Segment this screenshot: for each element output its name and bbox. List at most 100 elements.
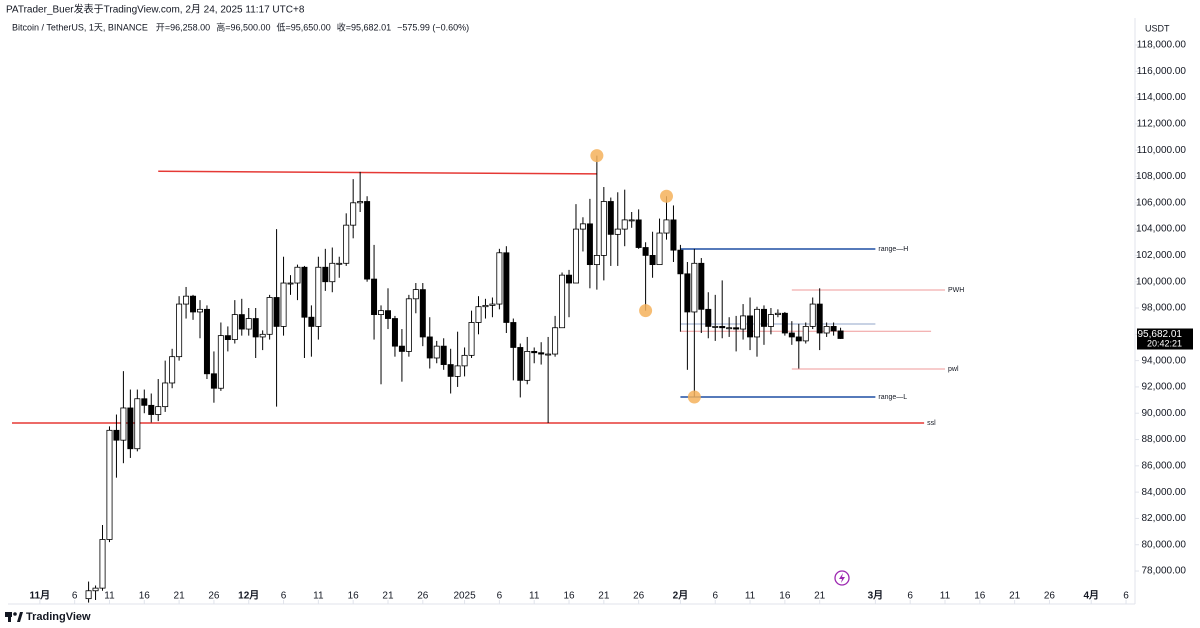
candle-body [231,314,238,340]
countdown: 20:42:21 [1147,338,1182,348]
candle-body [391,318,398,347]
candle-body [120,407,127,441]
candle-body [252,318,259,338]
candle-body [475,306,482,323]
candle-body [127,407,134,450]
candle-body [106,429,113,540]
candle-body [830,326,837,332]
x-tick-label: 16 [139,591,151,602]
candle-body [809,303,816,327]
ohlc-value: 收=95,682.01 [337,21,391,32]
candle-body [719,326,726,329]
candle-body [600,201,607,256]
x-tick-label: 11 [104,591,115,602]
x-tick-label: 6 [497,591,503,602]
y-tick-label: 118,000.00 [1137,40,1187,51]
candle-body [503,252,510,323]
logo-mark [8,612,11,622]
candle-body [593,255,600,266]
candle-body [531,351,538,354]
candle-body [802,326,809,342]
candle-body [169,356,176,384]
x-tick-label: 11 [313,591,324,602]
x-tick-label: 21 [1009,591,1021,602]
candle-body [795,336,802,342]
x-tick-label: 4月 [1083,590,1099,602]
y-tick-label: 86,000.00 [1142,460,1187,471]
logo [5,612,23,622]
candle-body [614,228,621,235]
y-tick-label: 92,000.00 [1142,382,1187,393]
candle-body [712,326,719,328]
candle-body [203,308,210,375]
candle-body [566,274,573,284]
candle-body [280,282,287,327]
candle-body [155,406,162,415]
candle-body [454,365,461,377]
alert-icon[interactable] [834,570,850,586]
y-tick-label: 106,000.00 [1136,197,1186,208]
y-tick-label: 102,000.00 [1136,250,1186,261]
x-tick-label: 21 [814,591,826,602]
candle-body [586,223,593,266]
publisher: PATrader_Buer发表于TradingView.com, 2月 24, … [6,3,305,16]
x-tick-label: 16 [779,591,791,602]
highlight-marker [590,149,604,163]
candle-body [308,316,315,327]
symbol: Bitcoin / TetherUS, 1天, BINANCE [12,22,148,32]
candle-body [733,327,740,330]
candle-body [461,354,468,367]
x-tick-label: 26 [417,591,429,602]
highlight-marker [639,304,653,318]
candle-body [398,345,405,352]
candle-body [336,262,343,265]
y-tick-label: 90,000.00 [1142,408,1187,419]
brand: TradingView [26,611,91,623]
x-tick-label: 3月 [868,590,884,602]
candle-body [294,266,301,284]
candle-body [183,295,190,305]
y-tick-label: 114,000.00 [1137,92,1187,103]
candle-body [656,232,663,266]
candle-body [649,255,656,266]
candle-body [670,219,677,251]
candle-body [210,373,217,389]
candle-body [378,310,385,315]
x-tick-label: 16 [974,591,986,602]
candle-body [315,266,322,327]
candle-body [141,398,148,406]
candle-body [162,382,169,408]
candle-body [482,304,489,308]
level-label: ssl [927,420,936,427]
candle-body [781,312,788,334]
ohlc-value: 低=95,650.00 [276,21,330,32]
y-tick-label: 84,000.00 [1142,487,1187,498]
x-tick-label: 2月 [673,590,689,602]
candle-body [489,303,496,306]
candle-body [259,333,266,338]
y-tick-label: 82,000.00 [1142,513,1187,524]
x-tick-label: 26 [633,591,645,602]
candle-body [816,303,823,334]
x-tick-label: 6 [281,591,287,602]
candle-body [440,345,447,365]
candle-body [510,322,517,348]
candle-body [85,590,92,600]
candle-body [238,314,245,330]
candle-body [684,273,691,313]
candle-body [287,282,294,285]
y-tick-label: 100,000.00 [1136,276,1186,287]
candle-body [266,297,273,335]
ohlc-value: 高=96,500.00 [216,21,270,32]
y-tick-label: 116,000.00 [1137,66,1187,77]
level-line [158,170,597,175]
candle-body [176,303,183,358]
x-tick-label: 6 [712,591,718,602]
candle-body [698,262,705,310]
x-tick-label: 6 [907,591,913,602]
x-tick-label: 21 [382,591,394,602]
candle-body [371,278,378,315]
x-tick-label: 16 [348,591,360,602]
candle-body [322,266,329,283]
